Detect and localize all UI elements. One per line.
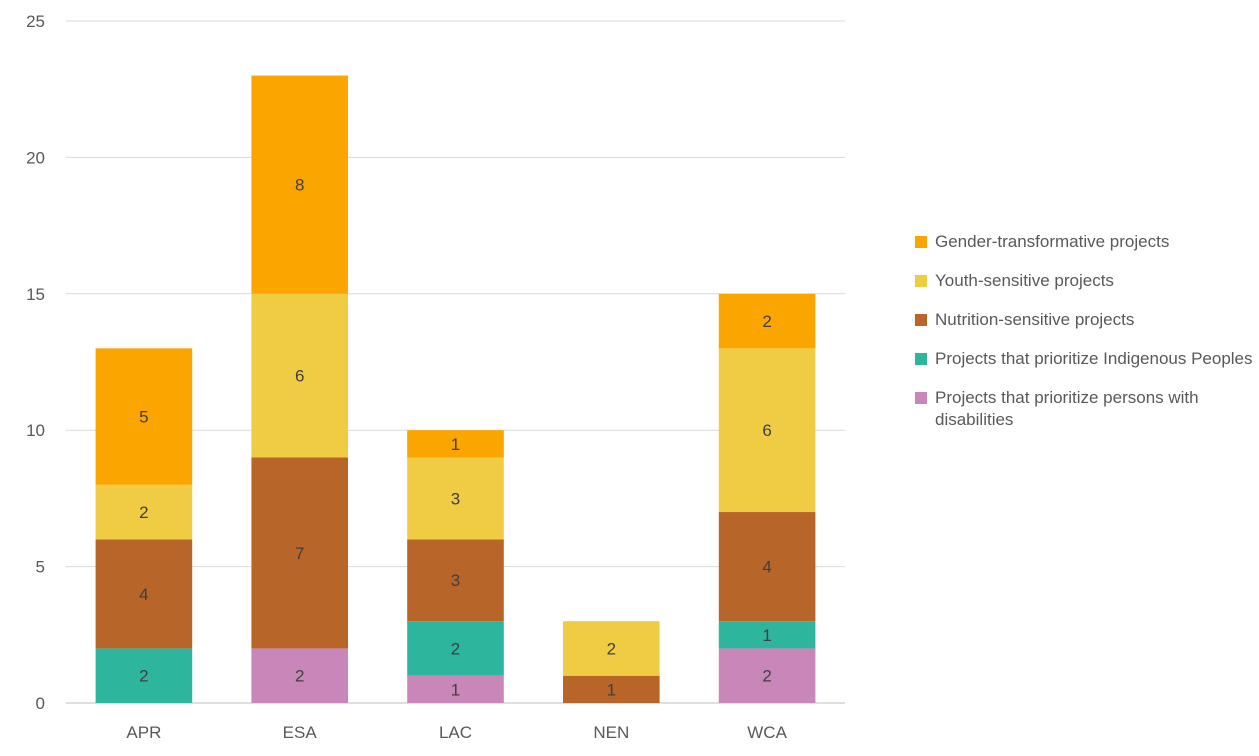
bar-segment xyxy=(251,293,348,458)
legend: Gender-transformative projects Youth-sens… xyxy=(915,231,1255,448)
legend-item: Gender-transformative projects xyxy=(915,231,1255,253)
data-label: 4 xyxy=(762,558,771,577)
legend-swatch xyxy=(915,314,927,326)
legend-label: Youth-sensitive projects xyxy=(935,271,1114,290)
bar-segment xyxy=(95,348,193,485)
bar-segment xyxy=(407,621,504,676)
data-label: 1 xyxy=(607,680,616,699)
data-label: 2 xyxy=(451,639,460,658)
legend-item: Youth-sensitive projects xyxy=(915,270,1255,292)
data-label: 4 xyxy=(139,585,148,604)
data-label: 6 xyxy=(762,421,771,440)
legend-swatch xyxy=(915,353,927,365)
legend-swatch xyxy=(915,275,927,287)
x-tick-label: WCA xyxy=(747,723,787,742)
bar-segment xyxy=(718,621,816,649)
bar-segment xyxy=(718,293,816,349)
x-axis: APR ESA LAC NEN WCA xyxy=(126,723,787,742)
y-axis: 0 5 10 15 20 25 xyxy=(26,12,45,713)
legend-swatch xyxy=(915,392,927,404)
x-tick-label: APR xyxy=(126,723,161,742)
bar-segment xyxy=(95,648,193,703)
legend-swatch xyxy=(915,236,927,248)
bar-segment xyxy=(407,539,504,622)
data-label: 7 xyxy=(295,544,304,563)
bar-segment xyxy=(407,457,504,540)
legend-label: Nutrition-sensitive projects xyxy=(935,310,1135,329)
x-tick-label: ESA xyxy=(283,723,318,742)
data-label: 2 xyxy=(139,503,148,522)
bar-segment xyxy=(718,348,816,513)
data-label: 3 xyxy=(451,571,460,590)
data-label: 8 xyxy=(295,176,304,195)
bar-segment xyxy=(95,484,193,540)
data-label: 6 xyxy=(295,367,304,386)
bar-segment xyxy=(251,457,348,649)
data-label: 1 xyxy=(762,626,771,645)
data-label: 3 xyxy=(451,489,460,508)
bar-segment xyxy=(718,648,816,703)
legend-label: Projects that prioritize persons with di… xyxy=(935,388,1199,429)
bar-segment xyxy=(251,75,348,294)
y-tick-label: 15 xyxy=(26,285,45,304)
data-label: 2 xyxy=(762,667,771,686)
bar-segment xyxy=(251,648,348,703)
bar-segment xyxy=(718,512,816,622)
data-label: 1 xyxy=(451,435,460,454)
bar-segment xyxy=(563,621,660,676)
x-tick-label: NEN xyxy=(593,723,629,742)
data-label: 1 xyxy=(451,680,460,699)
y-tick-label: 0 xyxy=(36,694,45,713)
y-tick-label: 10 xyxy=(26,421,45,440)
legend-label: Gender-transformative projects xyxy=(935,232,1170,251)
legend-item: Nutrition-sensitive projects xyxy=(915,309,1255,331)
y-tick-label: 25 xyxy=(26,12,45,31)
y-tick-label: 5 xyxy=(36,558,45,577)
data-label: 2 xyxy=(139,667,148,686)
data-label: 5 xyxy=(139,408,148,427)
data-label: 2 xyxy=(607,639,616,658)
legend-item: Projects that prioritize persons with di… xyxy=(915,387,1255,431)
bar-segment xyxy=(563,675,660,703)
legend-item: Projects that prioritize Indigenous Peop… xyxy=(915,348,1255,370)
x-tick-label: LAC xyxy=(439,723,472,742)
bar-segment xyxy=(407,430,504,458)
bar-segment xyxy=(407,675,504,703)
data-label: 2 xyxy=(295,667,304,686)
bars: 2 4 2 5 2 7 6 8 1 2 3 3 1 1 2 2 1 4 6 2 xyxy=(95,75,816,703)
legend-label: Projects that prioritize Indigenous Peop… xyxy=(935,349,1253,368)
y-tick-label: 20 xyxy=(26,148,45,167)
bar-segment xyxy=(95,539,193,649)
data-label: 2 xyxy=(762,312,771,331)
